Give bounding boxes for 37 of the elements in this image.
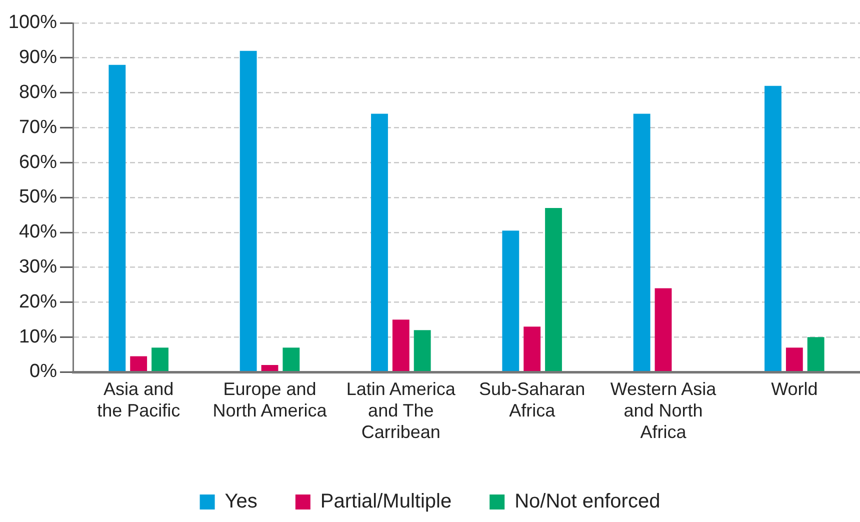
x-tick-label: Western Asia and North Africa [610,378,718,442]
y-tick-label: 30% [18,256,58,278]
bar [633,114,650,372]
y-tick-label: 80% [18,82,58,104]
bar [371,114,388,372]
y-tick-label: 50% [18,186,58,208]
y-tick-label: 0% [30,361,58,382]
bar [282,348,300,372]
legend-label: No/Not enforced [514,490,660,513]
legend-label: Partial/Multiple [320,490,452,513]
bar [786,348,803,372]
x-tick-label: Europe and North America [212,378,328,420]
bar [545,208,562,372]
x-tick-label: Latin America and The Carribean [346,378,456,442]
legend-label: Yes [224,490,258,513]
bar [414,330,431,372]
bar [392,320,410,372]
bar [261,365,278,372]
x-tick-label: World [771,378,818,399]
bar [130,356,148,372]
bar [502,230,520,372]
bar [108,64,126,372]
bar [807,337,824,372]
y-tick-label: 70% [18,116,58,138]
y-tick-label: 60% [18,152,58,173]
x-tick-label: Asia and the Pacific [97,378,180,420]
bar [654,288,672,372]
y-tick-label: 100% [8,12,58,34]
y-tick-label: 20% [18,291,58,312]
bar [764,86,782,372]
bar [240,50,257,372]
bar [524,326,541,372]
y-tick-label: 90% [18,47,58,68]
y-tick-label: 10% [18,326,58,348]
y-tick-label: 40% [18,222,58,243]
bar [152,348,168,372]
x-tick-label: Sub-Saharan Africa [479,378,586,420]
